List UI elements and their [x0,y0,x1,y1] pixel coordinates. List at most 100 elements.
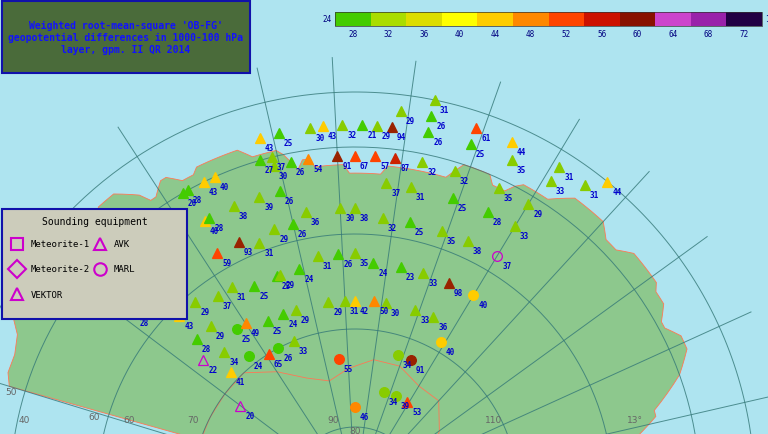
Text: 24: 24 [379,269,388,278]
Text: 90: 90 [328,415,339,424]
Text: 60: 60 [633,30,642,39]
Text: 37: 37 [276,163,286,172]
Text: 60: 60 [89,412,101,421]
Text: MARL: MARL [114,265,135,274]
Text: 29: 29 [382,132,392,140]
Text: 44: 44 [517,148,526,157]
Text: AVK: AVK [114,240,130,249]
Bar [691,13,727,27]
Text: 60: 60 [124,415,135,424]
Text: Sounding equipment: Sounding equipment [41,217,147,227]
Text: 31: 31 [415,192,425,201]
Text: 25: 25 [282,282,291,291]
Text: 31: 31 [127,280,136,289]
Text: 26: 26 [283,353,293,362]
Text: 67: 67 [360,161,369,170]
Text: 29: 29 [200,307,210,316]
Text: 22: 22 [208,365,217,374]
Bar [406,13,442,27]
Text: 93: 93 [243,248,253,257]
Text: 27: 27 [265,166,274,175]
Bar [548,13,584,27]
Text: 50: 50 [379,307,389,316]
Text: 34: 34 [402,360,412,369]
Text: 24: 24 [304,275,314,284]
Text: 23: 23 [78,299,87,309]
Text: 56: 56 [598,30,607,39]
Text: 36: 36 [419,30,429,39]
Bar [655,13,691,27]
Text: 91: 91 [416,365,425,374]
Text: 28: 28 [202,345,211,353]
Text: 39: 39 [264,203,273,211]
Text: 32: 32 [460,176,469,185]
Text: 54: 54 [313,164,323,174]
Text: 43: 43 [328,132,337,141]
Text: 39: 39 [401,401,410,410]
Bar [335,13,371,27]
Text: Weighted root-mean-square 'OB-FG'
geopotential differences in 1000-100 hPa
layer: Weighted root-mean-square 'OB-FG' geopot… [8,21,243,55]
Text: 28: 28 [139,319,148,328]
Text: 38: 38 [360,214,369,222]
Text: 31: 31 [440,106,449,115]
Text: 49: 49 [250,329,260,338]
Bar [2,210,187,319]
Text: 40: 40 [478,301,488,310]
Text: 46: 46 [360,412,369,421]
Text: 37: 37 [391,189,400,198]
Text: 87: 87 [400,164,409,173]
Text: 38: 38 [472,246,482,255]
Text: 52: 52 [561,30,571,39]
Text: 40: 40 [446,348,455,357]
Text: 29: 29 [280,234,289,243]
Text: 33: 33 [420,316,430,325]
Text: 32: 32 [347,131,356,140]
Text: 25: 25 [458,203,467,212]
Text: 34: 34 [389,397,398,406]
Text: 25: 25 [242,335,251,344]
Text: 26: 26 [436,122,445,131]
Text: 21: 21 [367,131,376,140]
Text: 65: 65 [273,359,283,368]
Bar [478,13,513,27]
Text: 24: 24 [253,361,263,370]
Text: 31: 31 [264,248,273,257]
Text: Meteorite-1: Meteorite-1 [31,240,90,249]
Text: 33: 33 [520,232,529,241]
Bar [371,13,406,27]
Text: 29: 29 [285,280,295,289]
Text: Meteorite-2: Meteorite-2 [31,265,90,274]
Text: 31: 31 [163,293,172,302]
Text: 38: 38 [239,212,248,221]
Text: 20: 20 [187,199,197,208]
Text: 31: 31 [564,173,574,182]
Text: 72: 72 [740,30,749,39]
Text: 37: 37 [502,261,511,270]
Text: 29: 29 [216,331,225,340]
Text: 30: 30 [345,214,354,223]
Text: 40: 40 [210,226,219,235]
Text: 35: 35 [504,194,513,203]
Text: 50: 50 [5,387,17,396]
Text: 28: 28 [492,217,502,226]
Text: 53: 53 [412,407,421,416]
Text: 35: 35 [447,236,456,245]
Text: VEKTOR: VEKTOR [31,290,63,299]
Bar [2,2,250,74]
Text: 40: 40 [220,182,229,191]
Text: 34: 34 [230,357,239,366]
Text: 29: 29 [333,308,343,317]
Text: 35: 35 [360,258,369,267]
Bar [335,13,762,27]
Text: 42: 42 [360,306,369,315]
Text: 30: 30 [112,311,121,319]
Text: 29: 29 [534,209,543,218]
Text: 33: 33 [299,346,308,355]
Text: 70: 70 [187,415,199,424]
Text: 29: 29 [406,117,415,126]
Text: 30: 30 [316,133,325,142]
Text: 30: 30 [391,308,400,317]
Text: 64: 64 [668,30,677,39]
Text: 20: 20 [246,411,255,420]
Text: 32: 32 [388,224,397,233]
